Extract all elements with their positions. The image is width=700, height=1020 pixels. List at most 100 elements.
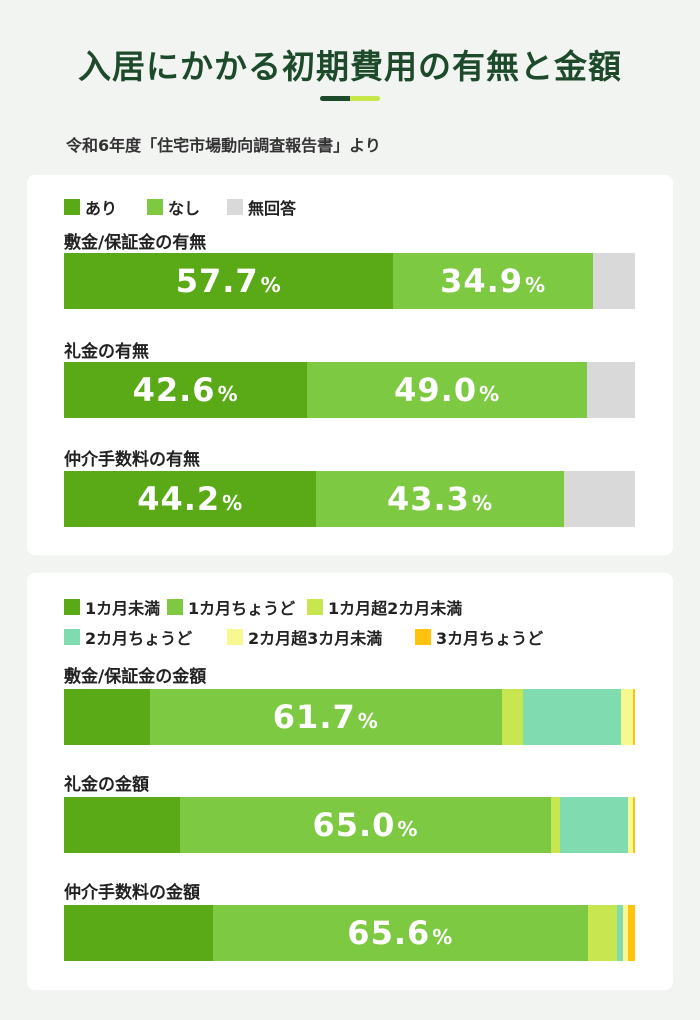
bar-segment — [64, 797, 180, 853]
legend-item: 1カ月ちょうど — [167, 595, 295, 619]
data-label-unit: % — [525, 273, 547, 297]
data-label-unit: % — [479, 382, 501, 406]
legend-swatch — [64, 199, 80, 215]
category-label: 仲介手数料の有無 — [64, 450, 200, 470]
category-label: 敷金/保証金の有無 — [64, 233, 207, 253]
bar-segment: 42.6% — [64, 362, 308, 418]
data-label: 34.9% — [440, 262, 546, 300]
stacked-bar: 44.2% 43.3% — [64, 471, 635, 527]
title-underline-light — [350, 96, 380, 101]
data-label-unit: % — [217, 382, 239, 406]
stacked-bar: 61.7% — [64, 689, 635, 745]
data-label-value: 57.7 — [175, 262, 259, 300]
data-label-value: 49.0 — [394, 371, 478, 409]
bar-segment — [587, 905, 618, 961]
legend-item: 1カ月未満 — [64, 595, 160, 619]
bar-segment: 65.0% — [179, 797, 552, 853]
legend-item: 1カ月超2カ月未満 — [307, 595, 462, 619]
legend-label: あり — [85, 199, 118, 218]
bar-segment — [627, 797, 634, 853]
category-label: 礼金の金額 — [64, 775, 149, 795]
chart-card-amount: 1カ月未満 1カ月ちょうど 1カ月超2カ月未満 2カ月ちょうど 2カ月超3カ月未満 3カ月… — [27, 573, 673, 990]
category-label: 礼金の有無 — [64, 342, 149, 362]
legend-item: 2カ月超3カ月未満 — [227, 625, 382, 649]
data-label-unit: % — [222, 491, 244, 515]
data-label: 49.0% — [394, 371, 500, 409]
page-title: 入居にかかる初期費用の有無と金額 — [78, 47, 622, 86]
legend-item: 2カ月ちょうど — [64, 625, 192, 649]
data-label: 61.7% — [273, 698, 379, 736]
data-label: 65.6% — [347, 914, 453, 952]
bar-segment — [501, 689, 524, 745]
data-label: 42.6% — [133, 371, 239, 409]
bar-segment — [621, 689, 634, 745]
legend-swatch — [415, 629, 431, 645]
data-label-value: 65.0 — [312, 806, 396, 844]
legend-label: 1カ月ちょうど — [188, 599, 296, 618]
stacked-bar: 57.7% 34.9% — [64, 253, 635, 309]
bar-segment — [523, 689, 622, 745]
data-label-value: 42.6 — [132, 371, 216, 409]
bar-segment — [560, 797, 628, 853]
legend-swatch — [227, 199, 243, 215]
data-label-unit: % — [357, 709, 379, 733]
data-label-unit: % — [397, 817, 419, 841]
legend-swatch — [64, 599, 80, 615]
legend-label: 1カ月未満 — [85, 599, 161, 618]
category-label: 仲介手数料の金額 — [64, 883, 200, 903]
chart-card-presence: あり なし 無回答 敷金/保証金の有無 57.7% 34.9% 礼金の有無 42.6% 49.0… — [27, 175, 673, 555]
bar-segment — [592, 253, 635, 309]
data-label: 44.2% — [137, 480, 243, 518]
category-label: 敷金/保証金の金額 — [64, 667, 207, 687]
bar-segment — [551, 797, 561, 853]
title-underline — [320, 96, 380, 101]
data-label: 65.0% — [312, 806, 418, 844]
legend-label: 無回答 — [248, 199, 297, 218]
legend-label: 3カ月ちょうど — [436, 629, 544, 648]
legend-swatch — [307, 599, 323, 615]
stacked-bar: 65.6% — [64, 905, 635, 961]
legend-label: 1カ月超2カ月未満 — [328, 599, 463, 618]
bar-segment: 65.6% — [213, 905, 588, 961]
bar-segment: 44.2% — [64, 471, 317, 527]
legend-item: なし — [147, 195, 200, 219]
data-label-value: 43.3 — [386, 480, 470, 518]
bar-segment — [633, 689, 635, 745]
data-label-unit: % — [471, 491, 493, 515]
bar-segment — [563, 471, 635, 527]
legend-swatch — [227, 629, 243, 645]
data-label-value: 34.9 — [440, 262, 524, 300]
data-label-unit: % — [260, 273, 282, 297]
bar-segment — [64, 905, 214, 961]
data-label: 57.7% — [176, 262, 282, 300]
legend-swatch — [167, 599, 183, 615]
bar-segment: 61.7% — [149, 689, 502, 745]
legend-label: 2カ月ちょうど — [85, 629, 193, 648]
stacked-bar: 42.6% 49.0% — [64, 362, 635, 418]
bar-segment — [633, 797, 635, 853]
legend-swatch — [147, 199, 163, 215]
legend-swatch — [64, 629, 80, 645]
stacked-bar: 65.0% — [64, 797, 635, 853]
source-note: 令和6年度「住宅市場動向調査報告書」より — [66, 136, 381, 155]
bar-segment — [64, 689, 150, 745]
legend-label: なし — [168, 199, 201, 218]
legend-label: 2カ月超3カ月未満 — [248, 629, 383, 648]
bar-segment: 49.0% — [307, 362, 588, 418]
data-label-value: 61.7 — [272, 698, 356, 736]
bar-segment: 57.7% — [64, 253, 394, 309]
bar-segment — [628, 905, 635, 961]
bar-segment — [617, 905, 623, 961]
data-label-value: 44.2 — [137, 480, 221, 518]
legend-item: 3カ月ちょうど — [415, 625, 543, 649]
title-underline-dark — [320, 96, 350, 101]
bar-segment: 34.9% — [393, 253, 593, 309]
data-label: 43.3% — [387, 480, 493, 518]
bar-segment — [623, 905, 629, 961]
data-label-value: 65.6 — [347, 914, 431, 952]
legend-item: 無回答 — [227, 195, 296, 219]
data-label-unit: % — [432, 925, 454, 949]
bar-segment — [587, 362, 635, 418]
bar-segment: 43.3% — [316, 471, 564, 527]
legend-item: あり — [64, 195, 117, 219]
